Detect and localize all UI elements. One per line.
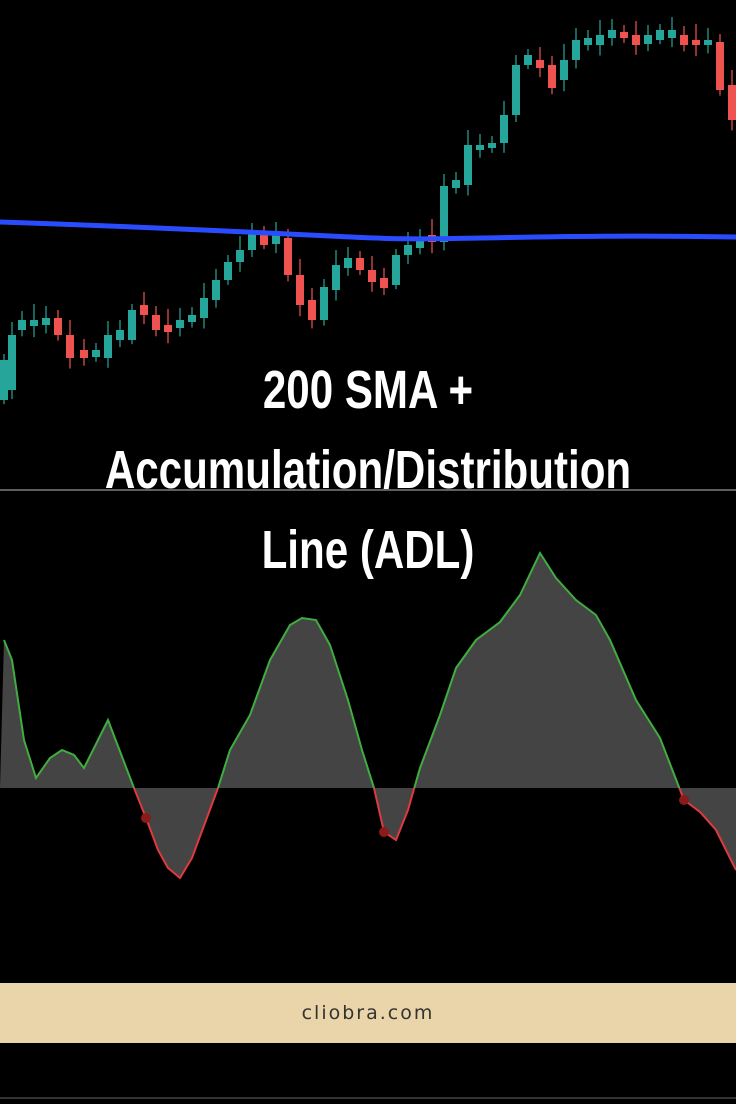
candle-body xyxy=(116,330,124,340)
cross-dot xyxy=(379,827,389,837)
candlesticks xyxy=(0,17,736,405)
candle-body xyxy=(128,310,136,340)
candle-body xyxy=(404,245,412,255)
candle-body xyxy=(680,35,688,45)
candle-body xyxy=(0,360,8,400)
candle-body xyxy=(596,35,604,45)
candle-body xyxy=(140,305,148,315)
candle-body xyxy=(260,232,268,245)
candle-body xyxy=(536,60,544,68)
title-line: Line (ADL) xyxy=(262,520,475,580)
candle-body xyxy=(464,145,472,185)
candle-body xyxy=(392,255,400,285)
candle-body xyxy=(548,65,556,88)
candle-body xyxy=(284,238,292,275)
candle-body xyxy=(320,287,328,320)
candle-body xyxy=(500,115,508,143)
candle-body xyxy=(620,32,628,38)
bottom-strip xyxy=(0,1097,736,1099)
candle-body xyxy=(164,325,172,332)
candle-body xyxy=(560,60,568,80)
candle-body xyxy=(644,35,652,44)
candle-body xyxy=(92,350,100,357)
candle-body xyxy=(236,250,244,262)
candle-body xyxy=(656,30,664,40)
candle-body xyxy=(344,258,352,268)
candle-body xyxy=(692,40,700,45)
candle-body xyxy=(488,143,496,148)
candle-body xyxy=(104,335,112,358)
artwork: 200 SMA + Accumulation/Distribution Line… xyxy=(0,17,736,880)
candle-body xyxy=(80,350,88,358)
candle-body xyxy=(524,55,532,65)
candle-body xyxy=(632,35,640,45)
candle-body xyxy=(296,275,304,305)
candle-body xyxy=(42,318,50,325)
candle-body xyxy=(152,315,160,330)
footer: cliobra.com xyxy=(0,983,736,1043)
candle-body xyxy=(224,262,232,280)
adl-area xyxy=(0,553,736,878)
candle-body xyxy=(728,85,736,120)
candle-body xyxy=(584,38,592,45)
candle-body xyxy=(440,186,448,242)
title-line: Accumulation/Distribution xyxy=(105,440,631,500)
candle-body xyxy=(54,318,62,335)
candle-body xyxy=(416,238,424,248)
cross-dot xyxy=(679,795,689,805)
candle-body xyxy=(176,320,184,328)
candle-body xyxy=(608,30,616,38)
adl-line-positive xyxy=(3,550,681,788)
candle-body xyxy=(476,145,484,150)
sma-line xyxy=(0,219,736,242)
candle-body xyxy=(572,40,580,60)
candle-body xyxy=(704,40,712,45)
candle-body xyxy=(8,335,16,390)
title-line: 200 SMA + xyxy=(263,360,473,420)
candle-body xyxy=(452,180,460,188)
candle-body xyxy=(668,30,676,38)
candle-body xyxy=(308,300,316,320)
candle-body xyxy=(188,315,196,322)
candle-body xyxy=(716,42,724,90)
candle-body xyxy=(212,280,220,300)
candle-body xyxy=(368,270,376,282)
candle-body xyxy=(380,278,388,288)
cross-dot xyxy=(141,813,151,823)
candle-body xyxy=(248,233,256,250)
candle-body xyxy=(30,320,38,326)
candle-body xyxy=(512,65,520,115)
candle-body xyxy=(66,335,74,358)
candle-body xyxy=(332,265,340,290)
candle-body xyxy=(356,258,364,270)
candle-body xyxy=(200,298,208,318)
adl-panel xyxy=(0,550,736,880)
candle-body xyxy=(272,235,280,244)
candle-body xyxy=(18,320,26,330)
